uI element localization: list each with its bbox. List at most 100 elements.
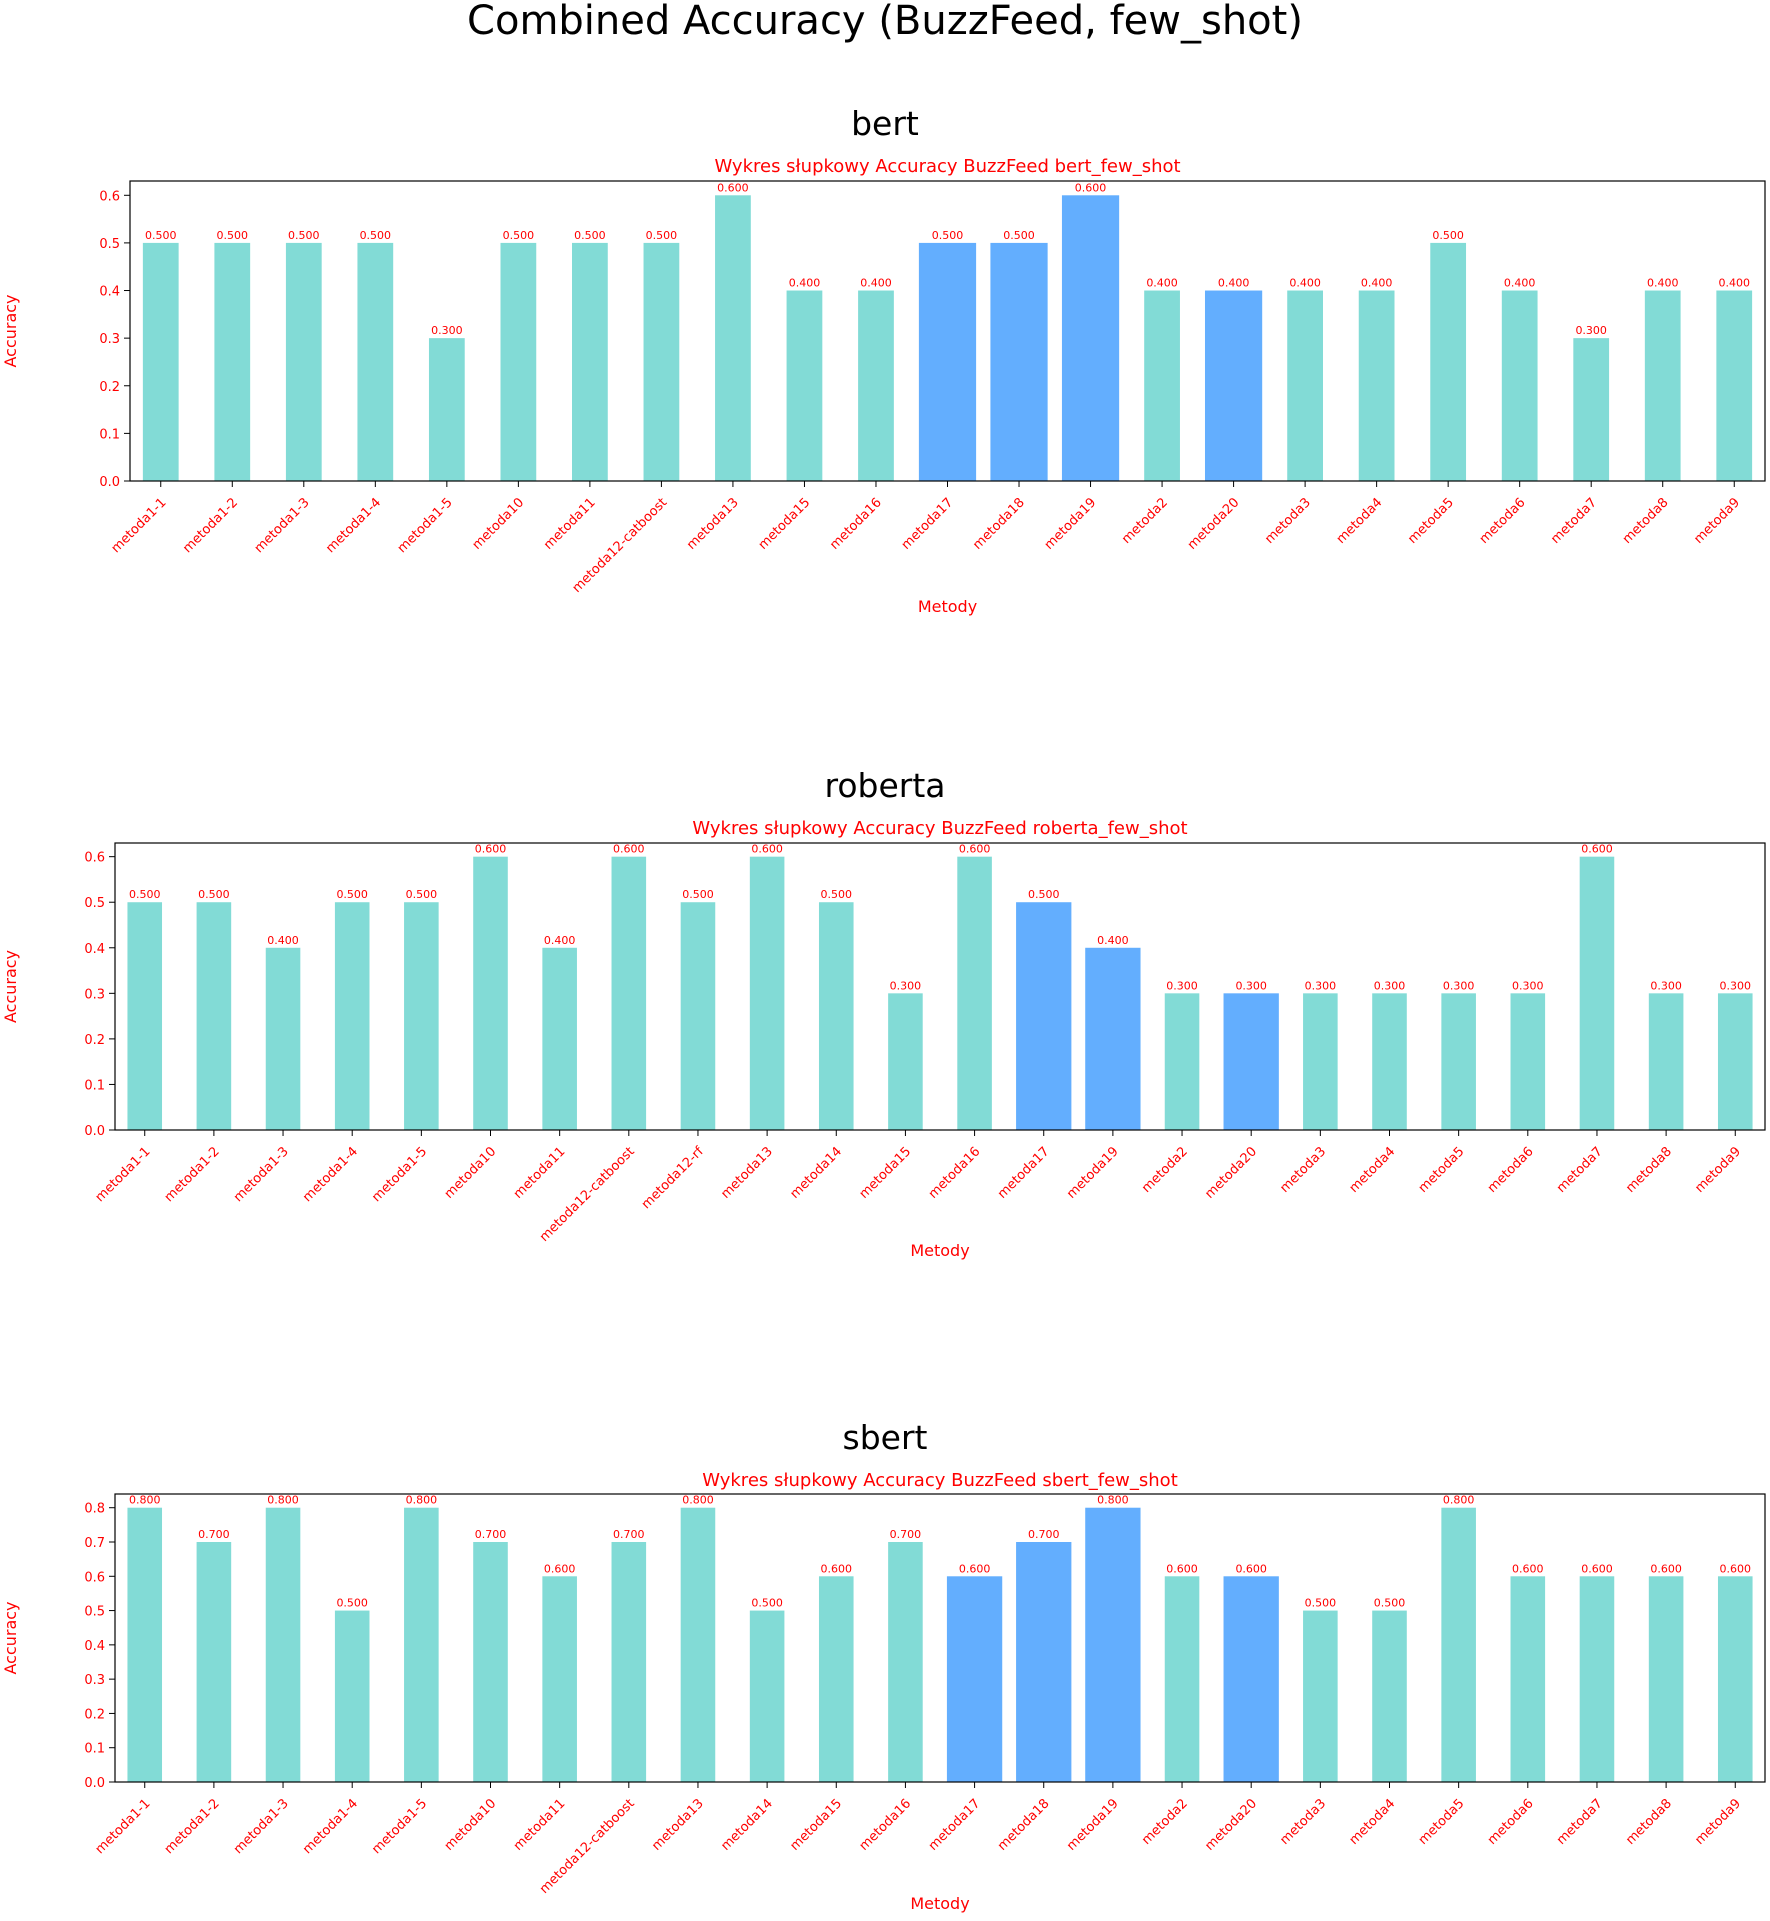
data-label-metoda13: 0.600 [717,181,749,194]
data-label-metoda7: 0.600 [1581,1562,1613,1575]
data-label-metoda8: 0.600 [1650,1562,1682,1575]
x-tick-label: metoda11 [511,1144,569,1202]
x-tick-label: metoda3 [1277,1796,1329,1848]
data-label-metoda16: 0.700 [890,1528,922,1541]
bar-metoda9 [1717,1576,1753,1782]
bar-metoda16 [888,1542,923,1782]
data-label-metoda6: 0.300 [1512,979,1544,992]
x-tick-label: metoda4 [1347,1144,1399,1196]
x-tick-label: metoda10 [442,1796,500,1854]
y-tick-label: 0.8 [84,1502,105,1517]
bar-metoda1-5 [404,1507,439,1782]
chart-panel-bert: bert Wykres słupkowy Accuracy BuzzFeed be… [1,104,1766,616]
y-tick-label: 0.6 [84,851,105,866]
bar-metoda1-5 [428,338,465,481]
bar-metoda20 [1204,290,1263,481]
data-label-metoda1-2: 0.500 [198,888,230,901]
y-tick-label: 0.4 [84,942,105,957]
chart-title: Wykres słupkowy Accuracy BuzzFeed sbert_… [702,1470,1178,1491]
bar-metoda1-5 [404,902,439,1130]
data-label-metoda16: 0.400 [860,277,892,290]
bar-metoda6 [1501,290,1538,481]
bar-metoda20 [1223,1576,1279,1782]
data-label-metoda20: 0.300 [1235,979,1267,992]
panel-title: sbert [843,1418,928,1457]
figure-title: Combined Accuracy (BuzzFeed, few_shot) [467,0,1303,44]
x-tick-label: metoda19 [1042,495,1100,553]
x-tick-label: metoda4 [1347,1796,1399,1848]
data-label-metoda9: 0.600 [1720,1562,1752,1575]
data-label-metoda1-5: 0.300 [431,324,463,337]
x-tick-label: metoda9 [1692,1796,1744,1848]
bar-metoda7 [1579,1576,1615,1782]
y-tick-label: 0.1 [84,1078,105,1093]
bar-metoda12-rf [680,902,716,1130]
x-tick-label: metoda1-5 [369,1144,430,1205]
x-tick-label: metoda2 [1119,495,1171,547]
x-tick-label: metoda1-3 [231,1144,292,1205]
bar-metoda12-catboost [643,242,680,481]
x-tick-label: metoda16 [926,1144,984,1202]
bar-metoda1-4 [334,902,370,1130]
x-tick-label: metoda1-5 [369,1796,430,1857]
y-tick-label: 0.2 [84,1033,105,1048]
y-tick-label: 0.0 [84,1776,105,1791]
data-label-metoda18: 0.500 [1003,229,1035,242]
bar-metoda12-catboost [611,1542,647,1782]
chart-panel-sbert: sbert Wykres słupkowy Accuracy BuzzFeed s… [1,1418,1766,1913]
x-tick-label: metoda15 [787,1796,845,1854]
x-tick-label: metoda8 [1620,495,1672,547]
x-tick-label: metoda15 [857,1144,915,1202]
x-tick-label: metoda20 [1185,495,1243,553]
data-label-metoda10: 0.700 [475,1528,507,1541]
x-axis-label: Metody [910,1894,969,1913]
data-label-metoda2: 0.600 [1166,1562,1198,1575]
x-axis-label: Metody [918,597,977,616]
bar-metoda18 [1016,1542,1072,1782]
data-label-metoda4: 0.300 [1374,979,1406,992]
bar-metoda11 [542,1576,577,1782]
x-tick-label: metoda1-4 [300,1796,361,1857]
y-tick-label: 0.0 [84,1124,105,1139]
data-label-metoda10: 0.500 [503,229,535,242]
y-tick-label: 0.5 [99,237,120,252]
data-label-metoda11: 0.500 [574,229,606,242]
bar-metoda16 [957,856,992,1130]
x-tick-label: metoda2 [1139,1796,1191,1848]
data-label-metoda15: 0.300 [890,979,922,992]
data-label-metoda14: 0.500 [821,888,853,901]
y-tick-label: 0.1 [84,1742,105,1757]
bar-metoda19 [1085,947,1141,1130]
x-tick-label: metoda1-2 [162,1144,223,1205]
y-tick-label: 0.6 [99,189,120,204]
data-label-metoda5: 0.800 [1443,1494,1475,1507]
bar-metoda19 [1061,195,1120,482]
data-label-metoda19: 0.800 [1097,1494,1129,1507]
data-label-metoda3: 0.300 [1305,979,1337,992]
x-tick-label: metoda4 [1334,495,1386,547]
bar-metoda19 [1085,1507,1141,1782]
bar-metoda5 [1430,242,1467,481]
bar-metoda10 [473,856,508,1130]
x-tick-label: metoda1-4 [323,495,384,556]
y-tick-label: 0.3 [84,1673,105,1688]
chart-title: Wykres słupkowy Accuracy BuzzFeed bert_f… [714,156,1180,177]
y-tick-label: 0.7 [84,1536,105,1551]
x-tick-label: metoda17 [995,1144,1053,1202]
data-label-metoda5: 0.300 [1443,979,1475,992]
x-tick-label: metoda5 [1405,495,1457,547]
x-tick-label: metoda13 [718,1144,776,1202]
y-tick-label: 0.5 [84,1605,105,1620]
x-tick-label: metoda6 [1477,495,1529,547]
data-label-metoda1-3: 0.400 [267,934,299,947]
data-label-metoda12-rf: 0.500 [682,888,714,901]
data-label-metoda16: 0.600 [959,843,991,856]
bar-metoda15 [888,993,923,1130]
data-label-metoda17: 0.500 [932,229,964,242]
x-axis-label: Metody [910,1241,969,1260]
x-tick-label: metoda16 [827,495,885,553]
y-tick-label: 0.3 [99,332,120,347]
data-label-metoda4: 0.400 [1361,277,1393,290]
x-tick-label: metoda18 [995,1796,1053,1854]
